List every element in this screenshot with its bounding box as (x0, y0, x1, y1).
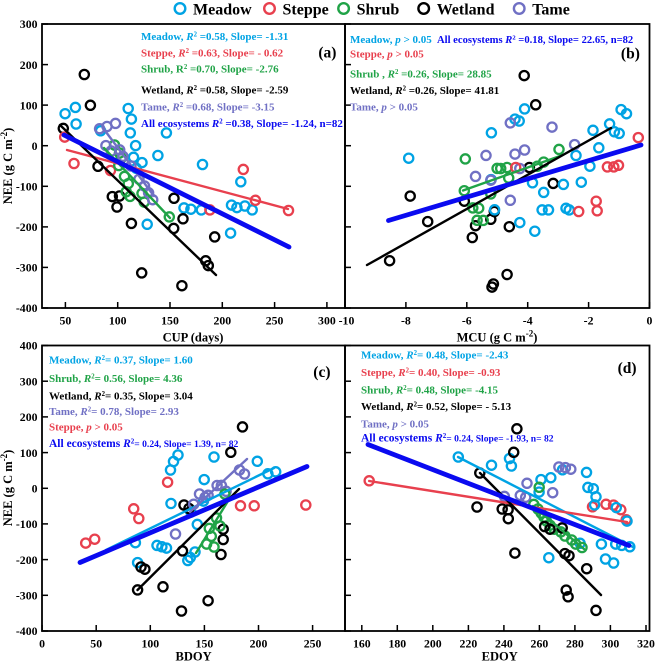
svg-text:200: 200 (213, 313, 231, 327)
svg-text:200: 200 (20, 410, 38, 424)
svg-text:0: 0 (32, 482, 38, 496)
svg-text:0: 0 (39, 636, 45, 650)
svg-text:260: 260 (531, 636, 549, 650)
svg-text:200: 200 (20, 58, 38, 72)
svg-text:-4: -4 (523, 313, 533, 327)
svg-text:-2: -2 (584, 313, 594, 327)
svg-text:50: 50 (60, 313, 72, 327)
svg-text:CUP (days): CUP (days) (163, 331, 224, 345)
svg-text:220: 220 (460, 636, 478, 650)
svg-text:NEE (g C m-2): NEE (g C m-2) (0, 450, 15, 527)
svg-text:160: 160 (353, 636, 371, 650)
svg-text:(d): (d) (618, 360, 637, 377)
svg-text:-6: -6 (462, 313, 472, 327)
svg-text:150: 150 (196, 636, 214, 650)
svg-text:Shrub, R2= 0.56, Slope= 4.36: Shrub, R2= 0.56, Slope= 4.36 (49, 373, 183, 385)
svg-text:Shrub, R2 =0.70, Slope= -2.76: Shrub, R2 =0.70, Slope= -2.76 (141, 64, 279, 76)
svg-text:200: 200 (424, 636, 442, 650)
svg-text:All ecosystems R2 =0.38, Slop: All ecosystems R2 =0.38, Slope= -1.24, n… (141, 118, 343, 130)
svg-text:Tame, p > 0.05: Tame, p > 0.05 (350, 102, 418, 114)
svg-text:Tame, R2= 0.78, Slope= 2.93: Tame, R2= 0.78, Slope= 2.93 (49, 406, 179, 418)
svg-text:All ecosystems R2= 0.24, Slope: All ecosystems R2= 0.24, Slope= 1.39, n=… (49, 438, 239, 451)
svg-text:300: 300 (20, 374, 38, 388)
svg-text:-200: -200 (16, 553, 38, 567)
svg-text:Steppe, p > 0.05: Steppe, p > 0.05 (350, 49, 424, 61)
svg-text:Shrub , R2 =0.26, Slope= 28.85: Shrub , R2 =0.26, Slope= 28.85 (350, 69, 492, 81)
svg-text:Meadow, R2 =0.58, Slope= -1.31: Meadow, R2 =0.58, Slope= -1.31 (141, 31, 288, 43)
svg-text:Meadow, R2= 0.37, Slope= 1.60: Meadow, R2= 0.37, Slope= 1.60 (49, 355, 193, 367)
svg-text:(b): (b) (621, 46, 640, 63)
svg-text:100: 100 (20, 446, 38, 460)
svg-text:-100: -100 (16, 180, 38, 194)
svg-text:Meadow, p > 0.05: Meadow, p > 0.05 (350, 34, 432, 46)
svg-text:240: 240 (495, 636, 513, 650)
svg-text:All ecosystems R2 =0.18, Slope: All ecosystems R2 =0.18, Slope= 22.65, n… (437, 34, 633, 46)
svg-text:-200: -200 (16, 220, 38, 234)
svg-text:(c): (c) (313, 364, 330, 381)
svg-text:-10: -10 (339, 313, 355, 327)
svg-text:(a): (a) (318, 45, 336, 62)
svg-text:Wetland, R2 =0.26, Slope= 41.: Wetland, R2 =0.26, Slope= 41.81 (350, 85, 499, 97)
svg-text:Wetland, R2= 0.52, Slope= - 5.: Wetland, R2= 0.52, Slope= - 5.13 (361, 401, 512, 413)
svg-text:EDOY: EDOY (482, 650, 518, 664)
svg-text:300: 300 (602, 636, 620, 650)
svg-text:Shrub, R2= 0.48, Slope= -4.15: Shrub, R2= 0.48, Slope= -4.15 (361, 385, 498, 397)
svg-text:-400: -400 (16, 301, 38, 315)
svg-text:100: 100 (20, 98, 38, 112)
svg-text:Steppe, p > 0.05: Steppe, p > 0.05 (49, 422, 123, 434)
svg-text:400: 400 (20, 339, 38, 353)
svg-text:-300: -300 (16, 261, 38, 275)
svg-text:300: 300 (318, 313, 336, 327)
svg-text:Wetland: Wetland (437, 1, 495, 18)
svg-text:BDOY: BDOY (176, 650, 212, 664)
svg-text:Steppe, R2 =0.63, Slope= - 0.6: Steppe, R2 =0.63, Slope= - 0.62 (141, 48, 284, 60)
svg-text:Shrub: Shrub (357, 1, 400, 18)
svg-text:Steppe: Steppe (283, 1, 329, 18)
svg-text:-400: -400 (16, 624, 38, 638)
svg-text:Wetland, R2 =0.58, Slope= -2.5: Wetland, R2 =0.58, Slope= -2.59 (141, 85, 289, 97)
svg-text:Steppe, R2= 0.40, Slope= -0.93: Steppe, R2= 0.40, Slope= -0.93 (361, 367, 501, 379)
svg-text:All ecosystems R2= 0.24, Slope: All ecosystems R2= 0.24, Slope= -1.93, n… (361, 432, 554, 445)
svg-text:180: 180 (388, 636, 406, 650)
svg-text:Meadow, R2= 0.48, Slope= -2.43: Meadow, R2= 0.48, Slope= -2.43 (361, 350, 509, 362)
svg-text:250: 250 (304, 636, 322, 650)
svg-text:0: 0 (647, 313, 653, 327)
svg-text:Tame, p > 0.05: Tame, p > 0.05 (361, 419, 429, 431)
svg-text:100: 100 (109, 313, 127, 327)
svg-text:300: 300 (20, 17, 38, 31)
svg-text:Tame, R2 =0.68, Slope= -3.15: Tame, R2 =0.68, Slope= -3.15 (141, 102, 275, 114)
svg-text:150: 150 (161, 313, 179, 327)
svg-text:50: 50 (90, 636, 102, 650)
svg-text:250: 250 (266, 313, 284, 327)
svg-text:320: 320 (637, 636, 655, 650)
svg-text:Meadow: Meadow (193, 1, 252, 18)
svg-text:-300: -300 (16, 589, 38, 603)
svg-text:Tame: Tame (532, 1, 570, 18)
svg-text:200: 200 (250, 636, 268, 650)
svg-text:NEE (g C m-2): NEE (g C m-2) (0, 128, 15, 205)
svg-text:280: 280 (566, 636, 584, 650)
svg-text:Wetland, R2= 0.35, Slope= 3.04: Wetland, R2= 0.35, Slope= 3.04 (49, 391, 193, 403)
svg-text:100: 100 (141, 636, 159, 650)
svg-text:-100: -100 (16, 517, 38, 531)
svg-text:-8: -8 (401, 313, 411, 327)
svg-text:0: 0 (32, 139, 38, 153)
svg-text:MCU (g C m-2): MCU (g C m-2) (457, 329, 538, 345)
